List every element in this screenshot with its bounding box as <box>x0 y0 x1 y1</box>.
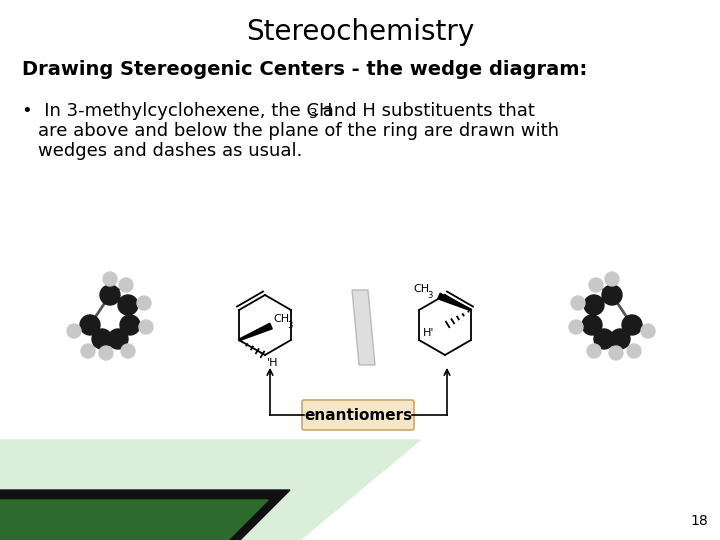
Circle shape <box>139 320 153 334</box>
Circle shape <box>103 272 117 286</box>
Circle shape <box>587 344 601 358</box>
Polygon shape <box>438 293 472 310</box>
Circle shape <box>584 295 604 315</box>
Circle shape <box>99 346 113 360</box>
Circle shape <box>571 296 585 310</box>
Circle shape <box>120 315 140 335</box>
Polygon shape <box>0 440 420 540</box>
Text: CH: CH <box>273 314 289 324</box>
Circle shape <box>67 324 81 338</box>
Circle shape <box>108 329 128 349</box>
Text: 3: 3 <box>287 321 292 330</box>
Circle shape <box>100 285 120 305</box>
Circle shape <box>119 278 133 292</box>
Circle shape <box>589 278 603 292</box>
Circle shape <box>610 329 630 349</box>
Text: H': H' <box>423 328 434 338</box>
Text: 'H: 'H <box>267 358 279 368</box>
Circle shape <box>594 329 614 349</box>
Text: 3: 3 <box>427 292 432 300</box>
Circle shape <box>605 272 619 286</box>
Text: Drawing Stereogenic Centers - the wedge diagram:: Drawing Stereogenic Centers - the wedge … <box>22 60 588 79</box>
Circle shape <box>609 346 623 360</box>
Circle shape <box>92 329 112 349</box>
Polygon shape <box>352 290 375 365</box>
Polygon shape <box>239 323 272 341</box>
Circle shape <box>81 344 95 358</box>
Polygon shape <box>0 500 268 540</box>
Circle shape <box>582 315 602 335</box>
Circle shape <box>627 344 641 358</box>
Circle shape <box>569 320 583 334</box>
Text: enantiomers: enantiomers <box>304 408 412 422</box>
Text: 3: 3 <box>309 107 318 121</box>
Circle shape <box>80 315 100 335</box>
Text: are above and below the plane of the ring are drawn with: are above and below the plane of the rin… <box>38 122 559 140</box>
Circle shape <box>602 285 622 305</box>
Circle shape <box>137 296 151 310</box>
Text: Stereochemistry: Stereochemistry <box>246 18 474 46</box>
Circle shape <box>118 295 138 315</box>
Circle shape <box>121 344 135 358</box>
Text: 18: 18 <box>690 514 708 528</box>
Circle shape <box>641 324 655 338</box>
Polygon shape <box>0 490 290 540</box>
Text: wedges and dashes as usual.: wedges and dashes as usual. <box>38 142 302 160</box>
Circle shape <box>622 315 642 335</box>
FancyBboxPatch shape <box>302 400 414 430</box>
Text: and H substituents that: and H substituents that <box>317 102 535 120</box>
Text: CH: CH <box>413 284 429 294</box>
Text: •  In 3-methylcyclohexene, the CH: • In 3-methylcyclohexene, the CH <box>22 102 333 120</box>
